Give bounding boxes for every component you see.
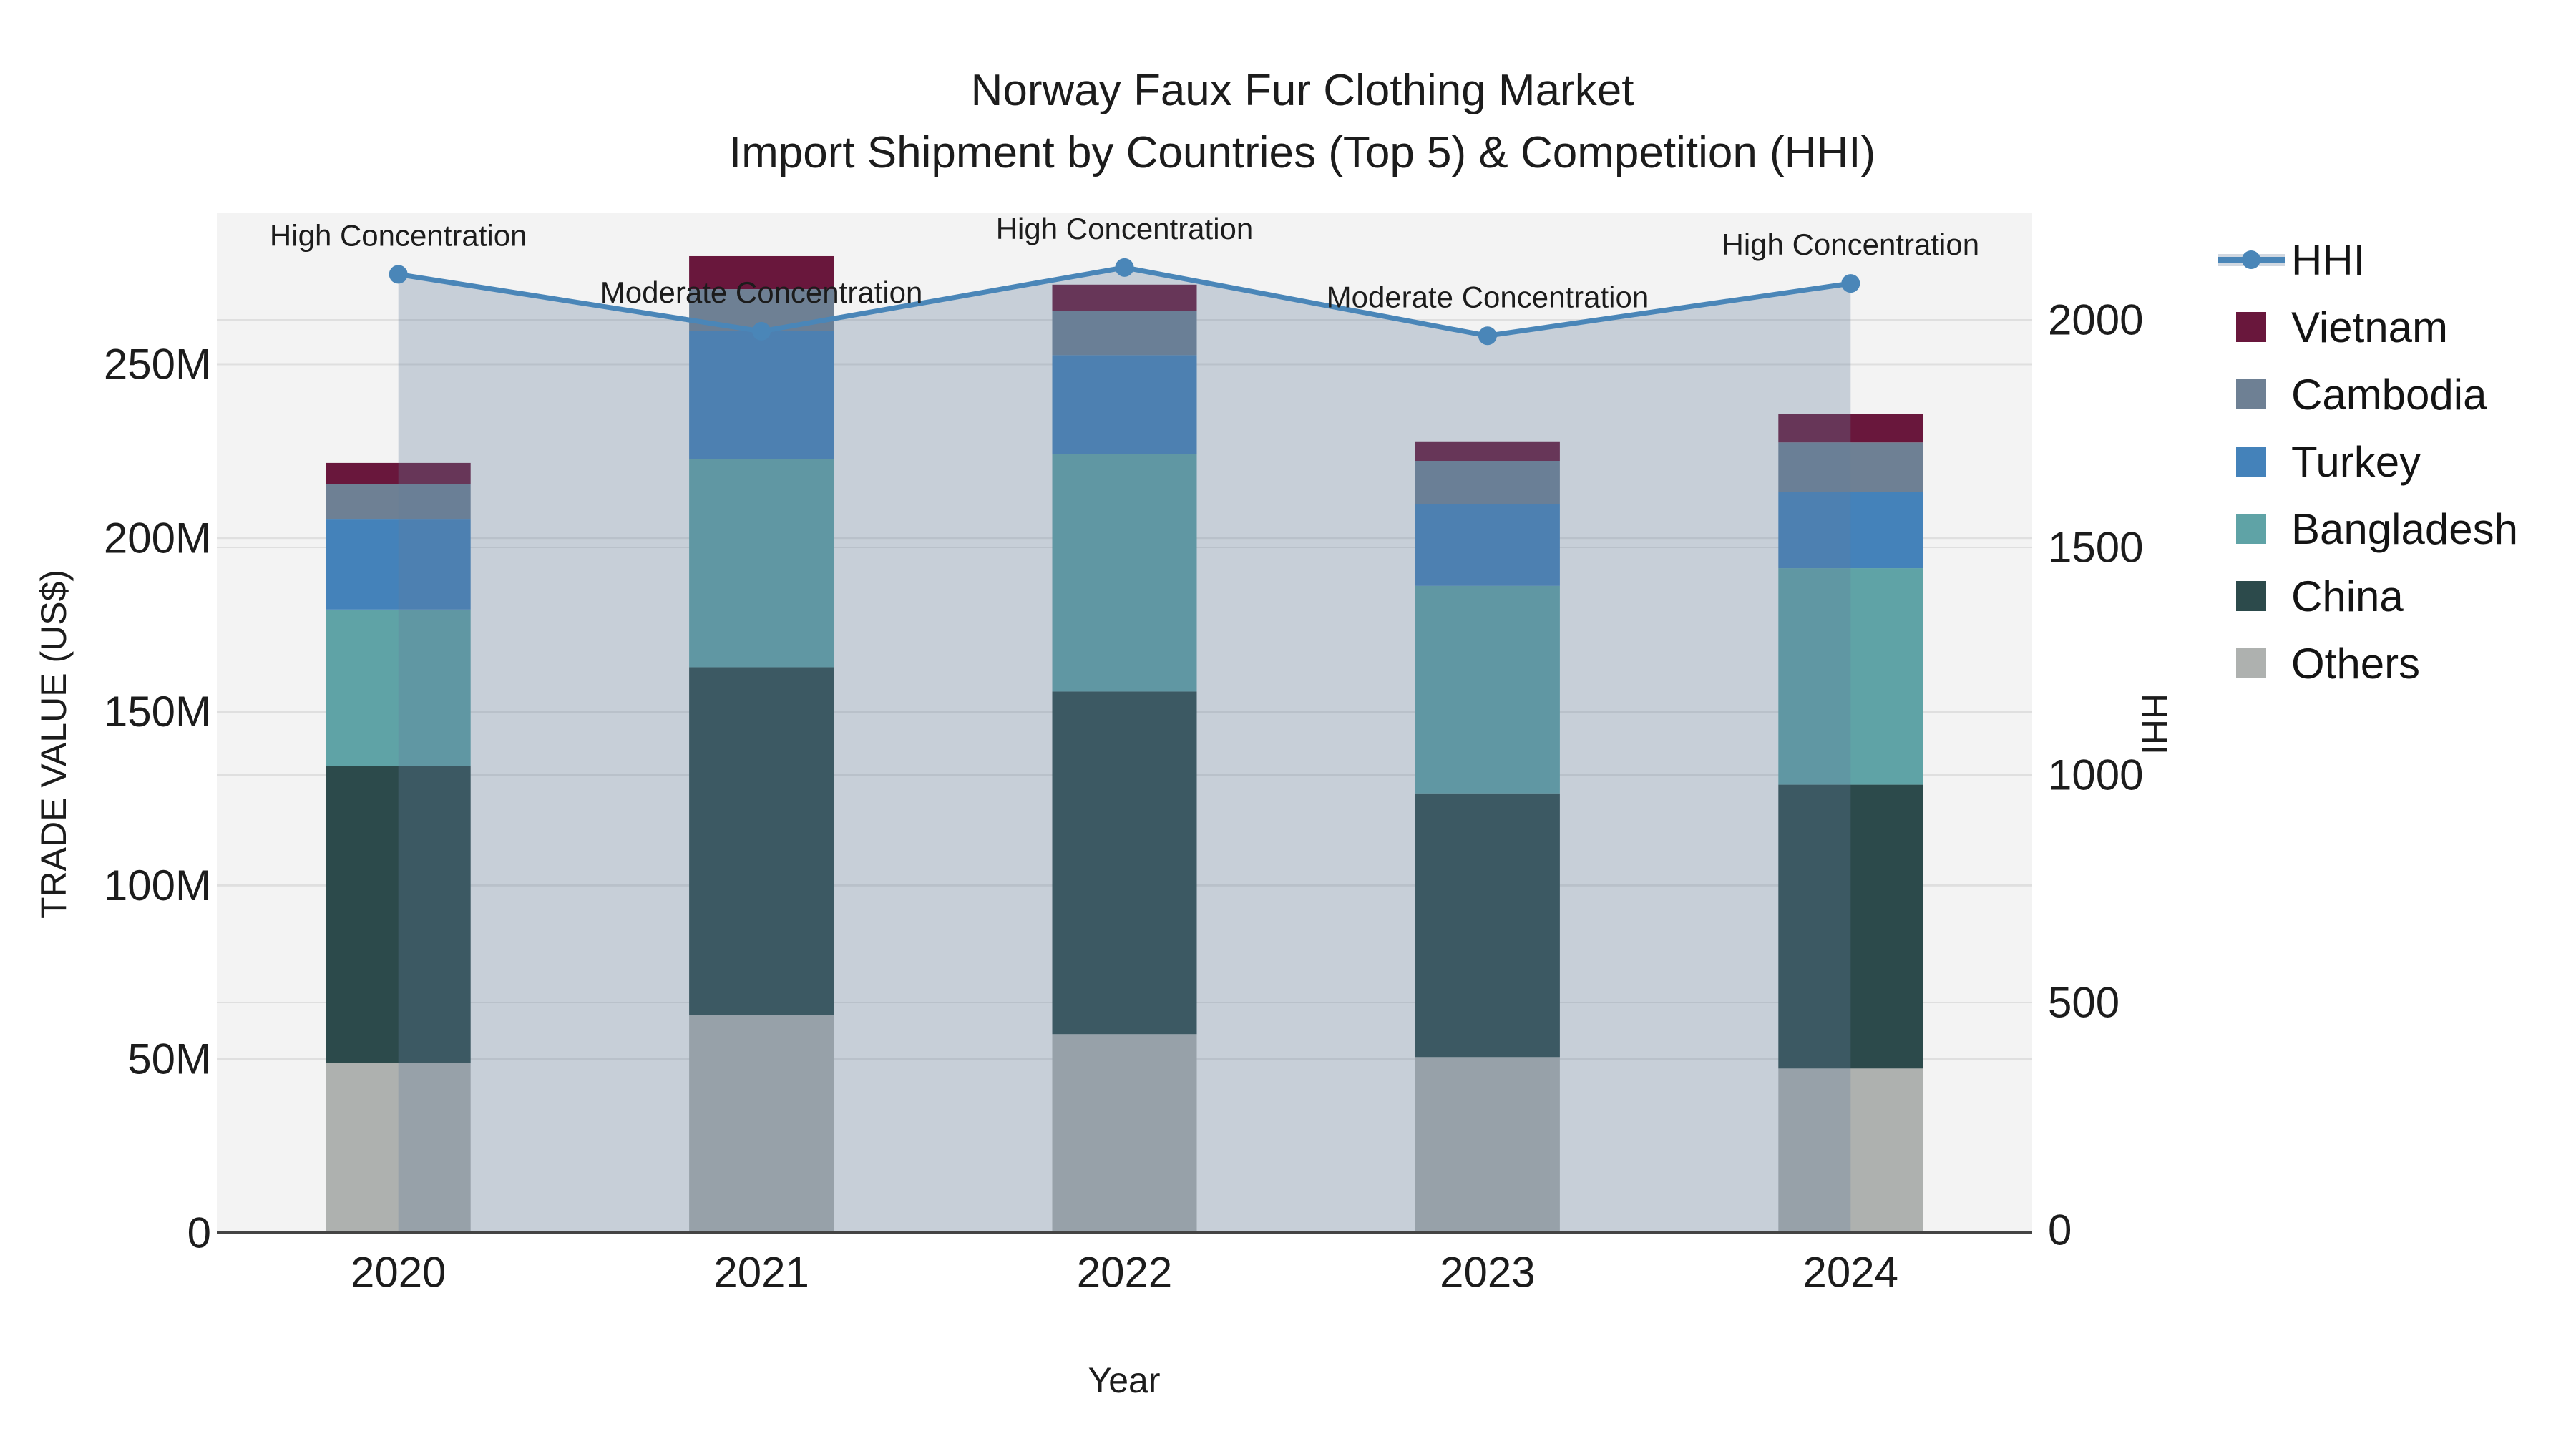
- annotation-2021: Moderate Concentration: [600, 275, 923, 309]
- bar-segment-vietnam-2023[interactable]: [1415, 441, 1560, 461]
- bar-segment-others-2023[interactable]: [1415, 1057, 1560, 1233]
- bar-segment-turkey-2022[interactable]: [1052, 355, 1197, 454]
- bar-segment-china-2020[interactable]: [326, 766, 471, 1063]
- bar-segment-others-2021[interactable]: [689, 1015, 834, 1233]
- legend-label: HHI: [2291, 235, 2366, 284]
- legend-item-bangladesh[interactable]: Bangladesh: [2212, 495, 2518, 562]
- bar-segment-cambodia-2022[interactable]: [1052, 311, 1197, 356]
- legend: HHI Vietnam Cambodia Turkey Bangladesh China O…: [2212, 226, 2518, 697]
- legend-swatch-icon-others: [2212, 648, 2290, 678]
- right-tick-1500: 1500: [2048, 524, 2143, 572]
- bar-segment-vietnam-2020[interactable]: [326, 462, 471, 484]
- right-tick-1000: 1000: [2048, 751, 2143, 799]
- right-tick-2000: 2000: [2048, 296, 2143, 344]
- legend-item-cambodia[interactable]: Cambodia: [2212, 361, 2518, 428]
- annotation-2020: High Concentration: [270, 218, 527, 252]
- legend-swatch-icon-vietnam: [2212, 312, 2290, 342]
- bar-segment-china-2024[interactable]: [1778, 784, 1923, 1069]
- chart-title: Norway Faux Fur Clothing Market: [970, 66, 1634, 115]
- legend-item-turkey[interactable]: Turkey: [2212, 428, 2518, 495]
- bar-segment-cambodia-2023[interactable]: [1415, 460, 1560, 504]
- left-tick-200M: 200M: [104, 514, 211, 562]
- legend-label: China: [2291, 572, 2404, 620]
- bar-segment-others-2024[interactable]: [1778, 1068, 1923, 1233]
- bar-segment-vietnam-2022[interactable]: [1052, 284, 1197, 311]
- hhi-area-fill: [398, 267, 1851, 1233]
- bar-segment-cambodia-2024[interactable]: [1778, 442, 1923, 492]
- chart-subtitle: Import Shipment by Countries (Top 5) & C…: [728, 128, 1876, 177]
- bar-segment-china-2021[interactable]: [689, 667, 834, 1015]
- right-axis-title: HHI: [2135, 693, 2175, 756]
- legend-label: Others: [2291, 639, 2421, 688]
- bar-segment-bangladesh-2020[interactable]: [326, 609, 471, 766]
- right-tick-500: 500: [2048, 979, 2119, 1027]
- legend-item-china[interactable]: China: [2212, 562, 2518, 630]
- bar-segment-bangladesh-2023[interactable]: [1415, 585, 1560, 794]
- legend-swatch-icon-cambodia: [2212, 379, 2290, 409]
- legend-swatch-icon-china: [2212, 581, 2290, 611]
- legend-item-others[interactable]: Others: [2212, 630, 2518, 697]
- annotation-2024: High Concentration: [1722, 228, 1980, 261]
- legend-item-hhi[interactable]: HHI: [2212, 226, 2518, 293]
- bar-segment-turkey-2021[interactable]: [689, 331, 834, 459]
- legend-label: Vietnam: [2291, 303, 2449, 351]
- bar-segment-turkey-2023[interactable]: [1415, 504, 1560, 586]
- x-tick-2024: 2024: [1803, 1249, 1898, 1297]
- legend-item-vietnam[interactable]: Vietnam: [2212, 293, 2518, 361]
- bar-segment-others-2022[interactable]: [1052, 1034, 1197, 1233]
- hhi-marker-2024[interactable]: [1841, 274, 1860, 293]
- legend-label: Cambodia: [2291, 370, 2487, 419]
- x-axis-title: Year: [1088, 1360, 1161, 1400]
- bar-segment-turkey-2020[interactable]: [326, 519, 471, 610]
- legend-label: Bangladesh: [2291, 504, 2518, 553]
- bar-segment-bangladesh-2024[interactable]: [1778, 568, 1923, 785]
- x-tick-2020: 2020: [351, 1249, 446, 1297]
- x-tick-2023: 2023: [1440, 1249, 1535, 1297]
- hhi-marker-2020[interactable]: [389, 265, 408, 284]
- annotation-2022: High Concentration: [996, 212, 1254, 245]
- hhi-marker-2022[interactable]: [1115, 258, 1134, 277]
- left-axis-title: TRADE VALUE (US$): [34, 569, 74, 919]
- right-tick-0: 0: [2048, 1206, 2072, 1254]
- left-tick-0: 0: [187, 1209, 211, 1257]
- annotation-2023: Moderate Concentration: [1327, 280, 1649, 313]
- bar-segment-vietnam-2024[interactable]: [1778, 414, 1923, 443]
- left-tick-250M: 250M: [104, 341, 211, 389]
- bar-segment-turkey-2024[interactable]: [1778, 492, 1923, 569]
- bar-segment-china-2023[interactable]: [1415, 793, 1560, 1058]
- legend-label: Turkey: [2291, 437, 2421, 486]
- left-tick-100M: 100M: [104, 862, 211, 909]
- x-tick-2021: 2021: [713, 1249, 809, 1297]
- hhi-marker-2021[interactable]: [752, 321, 771, 341]
- bar-segment-cambodia-2020[interactable]: [326, 484, 471, 520]
- bar-segment-bangladesh-2021[interactable]: [689, 459, 834, 668]
- bar-segment-china-2022[interactable]: [1052, 691, 1197, 1035]
- legend-swatch-icon-bangladesh: [2212, 514, 2290, 544]
- left-tick-50M: 50M: [127, 1035, 211, 1083]
- hhi-marker-2023[interactable]: [1478, 326, 1497, 346]
- bar-segment-vietnam-2021[interactable]: [689, 255, 834, 290]
- left-tick-150M: 150M: [104, 688, 211, 736]
- legend-swatch-icon-turkey: [2212, 447, 2290, 477]
- bar-segment-bangladesh-2022[interactable]: [1052, 454, 1197, 692]
- x-tick-2022: 2022: [1077, 1249, 1172, 1297]
- bar-segment-others-2020[interactable]: [326, 1063, 471, 1233]
- hhi-line-swatch-icon: [2212, 249, 2290, 270]
